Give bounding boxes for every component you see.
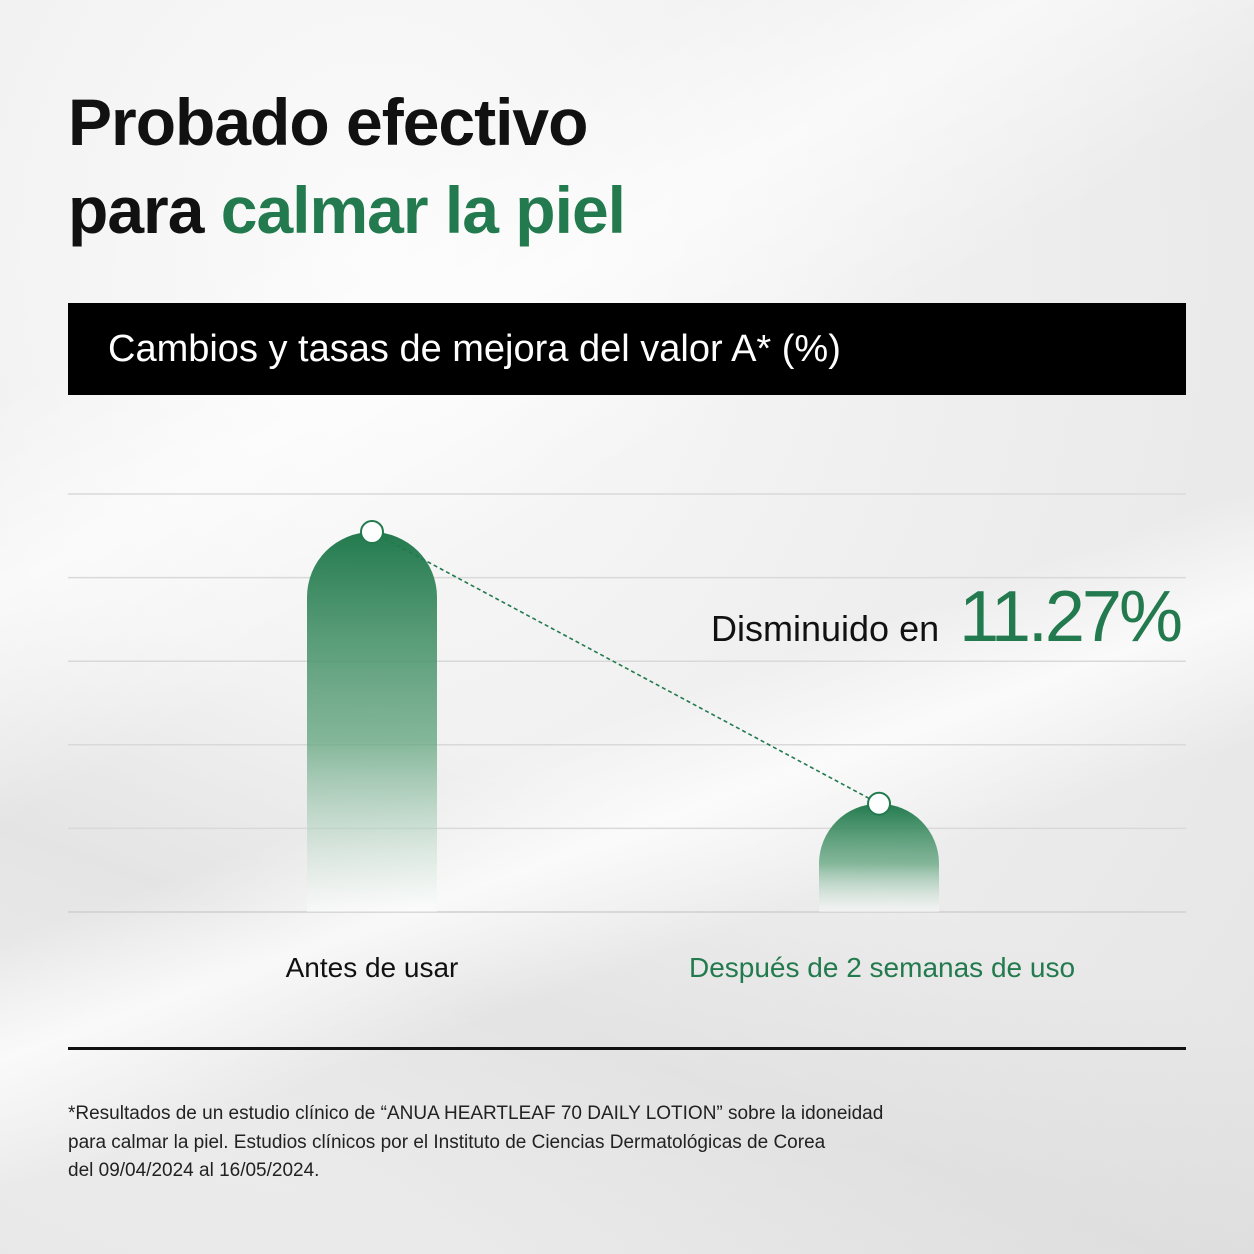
x-tick-label-before: Antes de usar [285,952,459,983]
footnote-line-1: *Resultados de un estudio clínico de “AN… [68,1103,884,1124]
chart-connector [360,520,891,816]
footnote: *Resultados de un estudio clínico de “AN… [68,1100,1068,1186]
data-point-0 [360,520,384,544]
page-title: Probado efectivo para calmar la piel [68,78,626,254]
chart-bars [307,532,939,912]
footnote-line-2: para calmar la piel. Estudios clínicos p… [68,1131,826,1153]
data-point-1 [867,791,891,816]
x-tick-label-after: Después de 2 semanas de uso [688,952,1076,983]
title-line-2-accent: calmar la piel [220,173,626,247]
title-line-2: para calmar la piel [68,166,626,254]
dashed-connector-line [371,531,880,805]
bar-chart [68,493,1186,913]
title-line-2-plain: para [68,173,221,247]
bar-1 [819,803,939,912]
bar-0 [307,532,437,912]
decrease-annotation: Disminuido en 11.27% [711,576,1183,658]
chart-gridlines [68,493,1186,913]
decrease-annotation-text: Disminuido en [711,608,940,649]
divider-rule [68,1047,1186,1050]
chart-banner: Cambios y tasas de mejora del valor A* (… [68,303,1186,395]
title-line-1: Probado efectivo [68,85,588,159]
footnote-line-3: del 09/04/2024 al 16/05/2024. [68,1160,320,1181]
chart-banner-text: Cambios y tasas de mejora del valor A* (… [108,327,841,370]
decrease-annotation-value: 11.27% [959,577,1183,657]
